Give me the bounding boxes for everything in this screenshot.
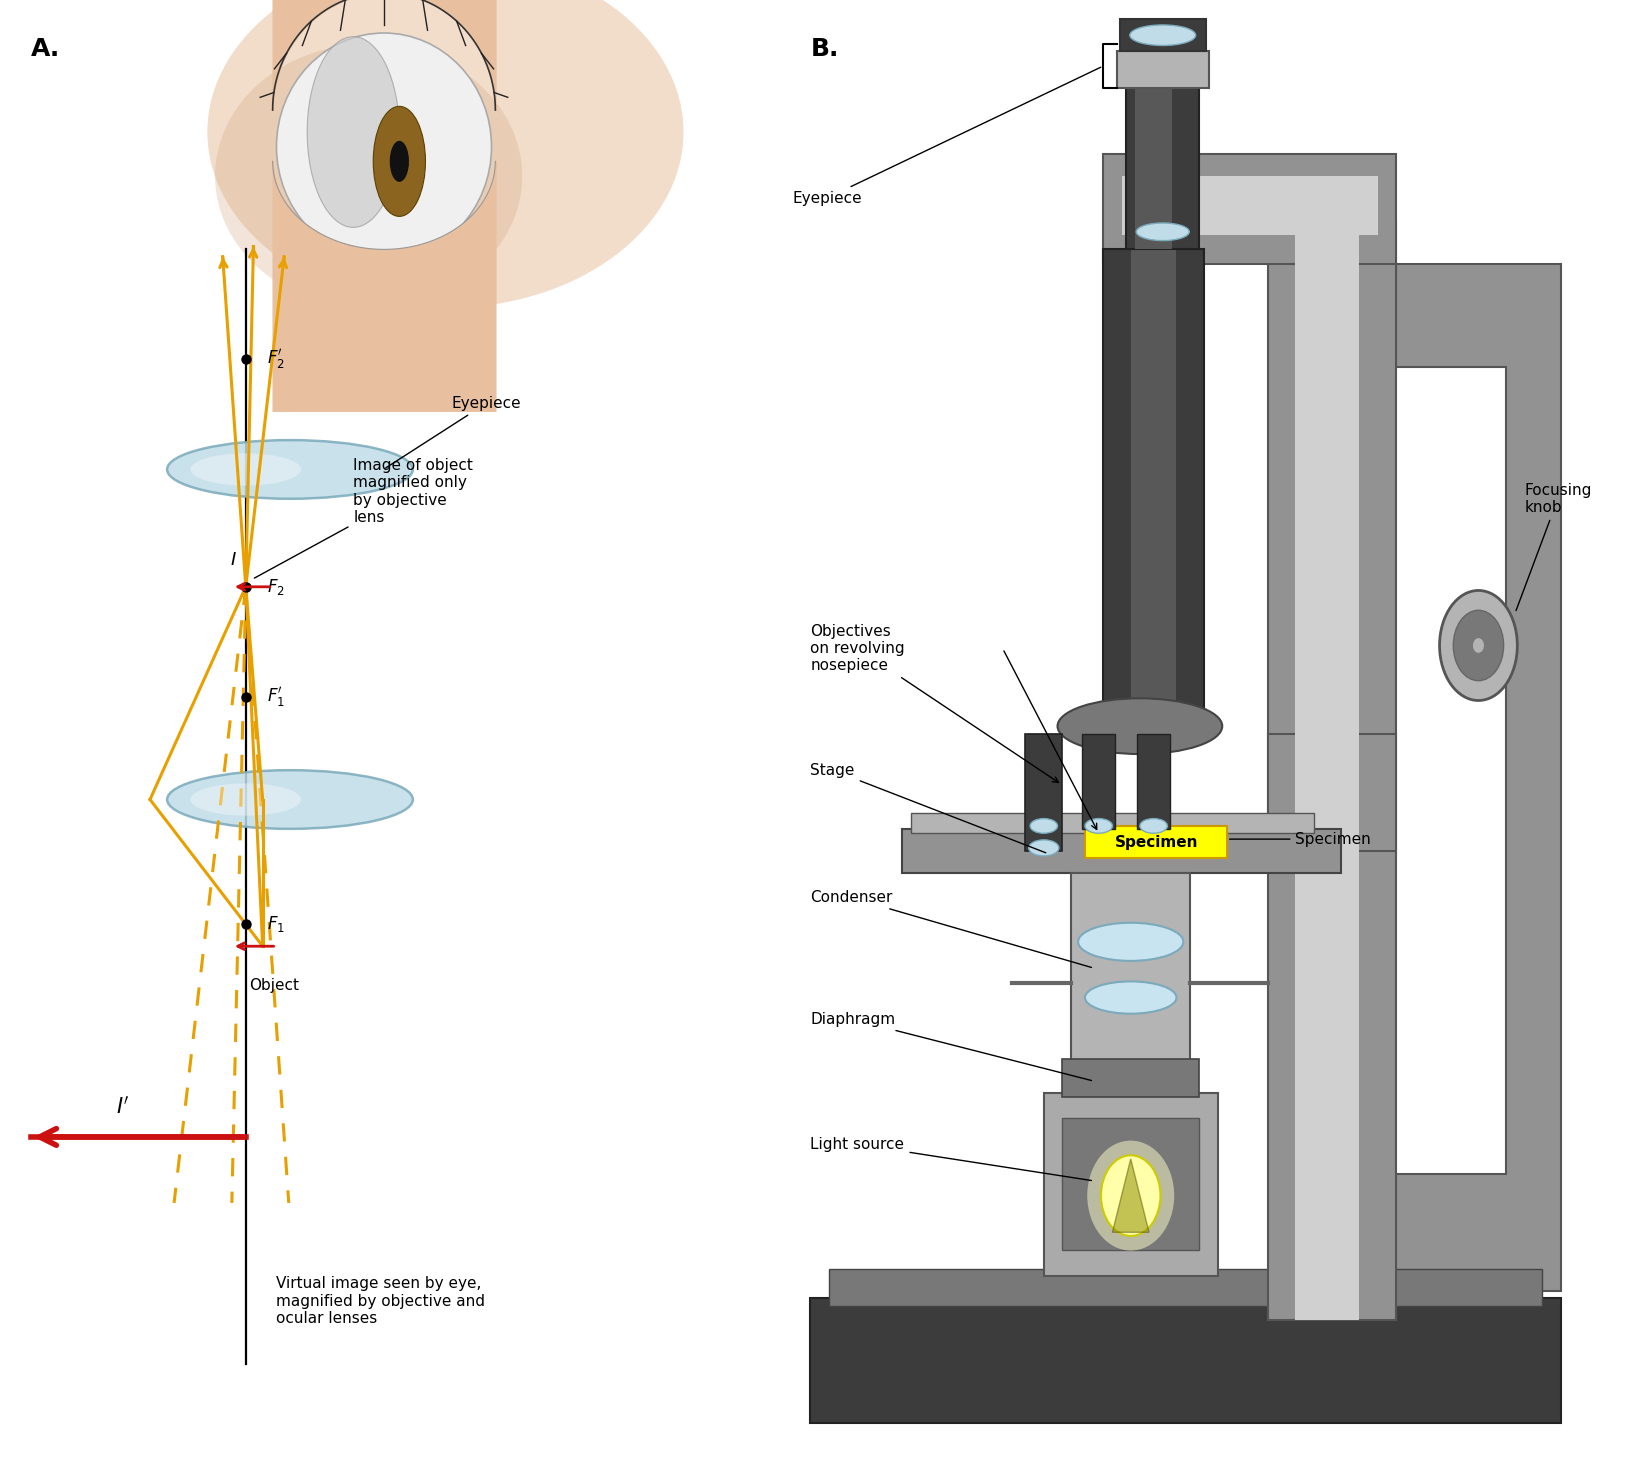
- FancyBboxPatch shape: [1103, 154, 1395, 264]
- Text: Objectives
on revolving
nosepiece: Objectives on revolving nosepiece: [810, 623, 1059, 782]
- FancyBboxPatch shape: [1136, 81, 1172, 249]
- Text: Diaphragm: Diaphragm: [810, 1012, 1092, 1081]
- Ellipse shape: [1029, 819, 1057, 833]
- FancyBboxPatch shape: [912, 813, 1314, 833]
- Text: Specimen: Specimen: [1229, 832, 1371, 846]
- FancyBboxPatch shape: [1119, 19, 1206, 51]
- FancyBboxPatch shape: [1085, 826, 1227, 858]
- Ellipse shape: [373, 106, 425, 216]
- Text: $\mathit{F}_1$: $\mathit{F}_1$: [268, 914, 286, 934]
- FancyBboxPatch shape: [1044, 1093, 1217, 1276]
- Ellipse shape: [1141, 819, 1167, 833]
- FancyBboxPatch shape: [1126, 81, 1199, 249]
- FancyBboxPatch shape: [1131, 249, 1176, 734]
- Ellipse shape: [1101, 1156, 1160, 1235]
- FancyBboxPatch shape: [1082, 734, 1114, 829]
- Ellipse shape: [167, 440, 413, 499]
- Text: Focusing
knob: Focusing knob: [1516, 483, 1592, 610]
- Text: Object: Object: [250, 978, 299, 993]
- Ellipse shape: [167, 770, 413, 829]
- Text: Stage: Stage: [810, 763, 1046, 852]
- Ellipse shape: [1440, 590, 1518, 700]
- Ellipse shape: [391, 141, 408, 182]
- Ellipse shape: [1087, 1141, 1175, 1250]
- FancyBboxPatch shape: [828, 1269, 1542, 1306]
- FancyBboxPatch shape: [1118, 51, 1209, 88]
- Text: B.: B.: [810, 37, 838, 60]
- Text: Light source: Light source: [810, 1137, 1092, 1181]
- Polygon shape: [1395, 264, 1560, 1291]
- Polygon shape: [1268, 734, 1395, 851]
- Text: Specimen: Specimen: [1114, 835, 1198, 849]
- Polygon shape: [810, 1298, 1560, 1423]
- Ellipse shape: [1129, 25, 1196, 45]
- FancyBboxPatch shape: [1121, 176, 1377, 235]
- FancyBboxPatch shape: [1062, 1059, 1199, 1097]
- Ellipse shape: [1078, 923, 1183, 961]
- FancyBboxPatch shape: [1137, 734, 1170, 829]
- Ellipse shape: [1085, 819, 1113, 833]
- Text: $\mathit{F}_1'$: $\mathit{F}_1'$: [268, 685, 286, 709]
- FancyBboxPatch shape: [1028, 734, 1060, 829]
- Text: Eyepiece: Eyepiece: [386, 396, 521, 468]
- Ellipse shape: [1136, 223, 1190, 241]
- Ellipse shape: [276, 34, 492, 260]
- Text: $\mathit{F}_2$: $\mathit{F}_2$: [268, 577, 284, 597]
- Polygon shape: [1113, 1159, 1149, 1232]
- FancyBboxPatch shape: [1062, 1118, 1199, 1250]
- FancyBboxPatch shape: [1072, 873, 1190, 1064]
- Text: Condenser: Condenser: [810, 890, 1092, 967]
- FancyBboxPatch shape: [1026, 734, 1062, 851]
- FancyBboxPatch shape: [1296, 220, 1359, 1320]
- Text: $\mathit{I}$: $\mathit{I}$: [230, 552, 237, 569]
- Ellipse shape: [191, 783, 301, 816]
- Text: A.: A.: [31, 37, 60, 60]
- Text: $\mathit{F}_2'$: $\mathit{F}_2'$: [268, 348, 284, 371]
- Ellipse shape: [1029, 839, 1059, 857]
- Text: $\mathit{I'}$: $\mathit{I'}$: [116, 1096, 129, 1118]
- Ellipse shape: [1453, 610, 1503, 681]
- Ellipse shape: [307, 37, 399, 227]
- Ellipse shape: [1472, 638, 1484, 653]
- Ellipse shape: [1085, 981, 1176, 1014]
- Ellipse shape: [191, 453, 301, 486]
- FancyBboxPatch shape: [1103, 249, 1204, 734]
- Text: Image of object
magnified only
by objective
lens: Image of object magnified only by object…: [255, 458, 474, 578]
- Ellipse shape: [216, 44, 523, 308]
- FancyBboxPatch shape: [1268, 220, 1395, 1320]
- FancyBboxPatch shape: [902, 829, 1342, 873]
- Text: Eyepiece: Eyepiece: [792, 67, 1101, 205]
- Ellipse shape: [208, 0, 683, 308]
- Text: Virtual image seen by eye,
magnified by objective and
ocular lenses: Virtual image seen by eye, magnified by …: [276, 1276, 485, 1326]
- Ellipse shape: [1057, 698, 1222, 754]
